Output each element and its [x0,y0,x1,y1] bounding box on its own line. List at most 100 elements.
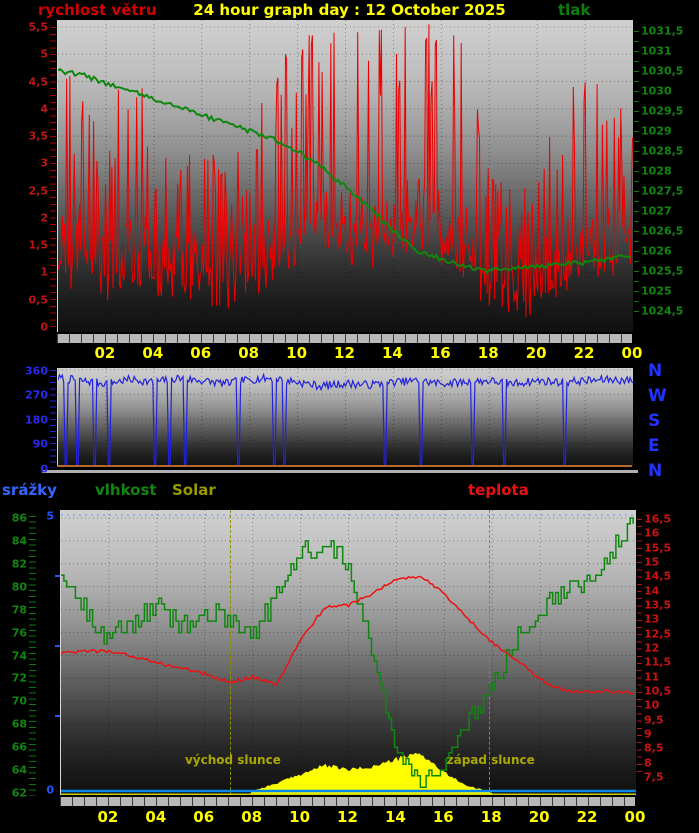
axis-tick-label: W [648,386,667,406]
axis-tick-label: 1029,5 [641,104,684,118]
hour-label: 12 [337,808,358,826]
axis-tick-label: 11 [644,670,660,684]
axis-tick-label: 1025 [641,284,672,298]
hour-label: 12 [334,344,355,362]
axis-tick-label: 1027 [641,204,672,218]
axis-tick-label: 1030,5 [641,64,684,78]
axis-tick-label: 15 [644,555,660,569]
humidity-axis: 86 84 82 80 78 76 74 72 70 68 66 64 62 [0,510,27,800]
axis-tick-label: 5,5 [28,20,49,34]
hour-label: 14 [384,808,406,826]
axis-tick-label: S [648,411,661,431]
axis-tick-label: 14,5 [644,569,672,583]
axis-tick-label: 4 [40,102,48,116]
axis-tick-label: 90 [32,437,48,451]
axis-tick-label: 9 [644,727,652,741]
hour-label: 00 [624,808,646,826]
hour-label: 18 [480,808,502,826]
axis-tick-label: 360 [25,364,48,377]
temperature-axis-ticks [637,519,642,778]
axis-tick-label: 12,5 [644,627,672,641]
axis-tick-label: 62 [11,786,27,800]
humidity-legend-label: vlhkost [95,481,157,499]
rain-axis-label: 0 [46,783,54,797]
axis-tick-label: 1026,5 [641,224,684,238]
pressure-axis-ticks [634,31,639,312]
axis-tick-label: 4,5 [28,75,49,89]
axis-tick-label: 1031 [641,44,672,58]
chart-title: 24 hour graph day : 12 October 2025 [193,1,506,19]
axis-tick-label: 11,5 [644,655,672,669]
axis-tick-label: 80 [11,580,27,594]
axis-tick-label: 16,5 [644,512,672,526]
hour-labels-bottom: 02 04 06 08 10 12 14 16 18 20 22 00 [60,808,645,828]
axis-tick-label: 1030 [641,84,672,98]
axis-tick-label: 8,5 [644,741,664,755]
axis-tick-label: 8 [644,756,652,770]
axis-tick-label: 7,5 [644,770,664,784]
hour-label: 08 [238,344,260,362]
axis-tick-label: 12 [644,641,660,655]
rain-axis-ticks [55,575,60,730]
pressure-axis: 1031,5 1031 1030,5 1030 1029,5 1029 1028,5 1028… [641,20,697,320]
hour-label: 04 [145,808,167,826]
axis-tick-label: 16 [644,526,660,540]
wind-speed-legend-label: rychlost větru [38,1,157,19]
axis-tick-label: 13,5 [644,598,672,612]
axis-tick-label: N [648,361,663,381]
hour-axis-strip-bottom [60,797,635,806]
wind-direction-axis: 360 270 180 90 0 [14,364,48,475]
axis-tick-label: 270 [25,388,48,402]
wind-direction-axis-ticks [50,370,56,468]
axis-tick-label: 5 [40,47,48,61]
axis-tick-label: 13 [644,612,660,626]
axis-tick-label: 1024,5 [641,304,684,318]
axis-tick-label: 2 [40,211,48,225]
wind-direction-chart [57,368,633,467]
hour-label: 22 [573,344,595,362]
axis-tick-label: 1 [40,265,48,279]
axis-tick-label: 1031,5 [641,24,684,38]
axis-tick-label: 9,5 [644,713,664,727]
axis-tick-label: 1027,5 [641,184,684,198]
axis-tick-label: 1025,5 [641,264,684,278]
axis-tick-label: 68 [11,717,27,731]
hour-label: 14 [381,344,403,362]
axis-tick-label: 64 [11,763,27,777]
sunset-label: západ slunce [446,753,535,767]
axis-tick-label: 0 [40,462,48,475]
humidity-temperature-solar-chart: východ slunce západ slunce [60,510,636,795]
hour-labels-top: 02 04 06 08 10 12 14 16 18 20 22 00 [57,344,642,364]
axis-tick-label: 1029 [641,124,672,138]
wind-direction-bottom-strip [42,470,638,473]
hour-label: 20 [528,808,550,826]
hour-label: 04 [142,344,164,362]
wind-direction-baseline [57,465,632,467]
axis-tick-label: 72 [11,671,27,685]
axis-tick-label: N [648,461,663,481]
hour-label: 10 [286,344,308,362]
axis-tick-label: 2,5 [28,184,49,198]
hour-label: 02 [97,808,119,826]
axis-tick-label: E [648,436,660,456]
hour-label: 16 [432,808,454,826]
axis-tick-label: 86 [11,511,27,525]
axis-tick-label: 82 [11,557,27,571]
axis-tick-label: 1,5 [28,238,49,252]
hour-label: 18 [477,344,499,362]
axis-tick-label: 1028,5 [641,144,684,158]
axis-tick-label: 74 [11,649,27,663]
axis-tick-label: 0 [40,320,48,334]
axis-tick-label: 0,5 [28,293,49,307]
pressure-legend-label: tlak [558,1,591,19]
axis-tick-label: 66 [11,740,27,754]
hour-label: 02 [94,344,116,362]
axis-tick-label: 180 [25,413,48,426]
axis-tick-label: 3,5 [28,129,49,143]
axis-tick-label: 14 [644,584,660,598]
hour-label: 06 [190,344,212,362]
axis-tick-label: 70 [11,694,27,708]
